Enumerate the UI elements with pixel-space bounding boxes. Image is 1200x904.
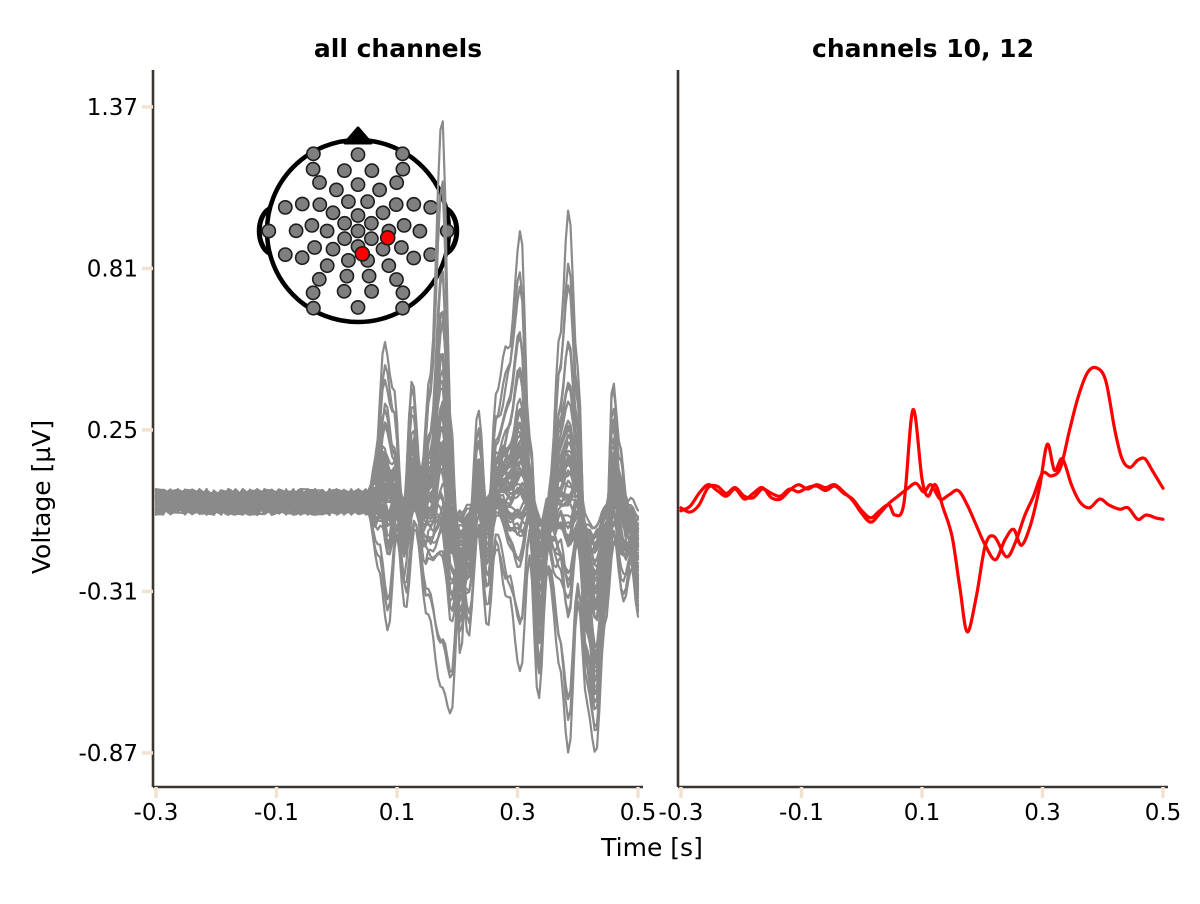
sensor-dot [412,223,428,239]
sensor-dot [311,271,327,287]
left-axes: -0.3 -0.1 0.1 0.3 0.5 1.37 0.81 0.25 -0.31 -0.87 [78,70,656,826]
y-tick-label: 0.81 [87,256,138,282]
sensor-dot [339,268,355,284]
sensor-dot [294,196,310,212]
sensor-dot [395,300,410,316]
sensor-dot [312,197,328,212]
left-panel-title: all channels [314,34,482,63]
x-tick-label: 0.5 [620,800,657,826]
sensor-dot [364,163,380,179]
sensor-dot [337,231,352,247]
sensor-dot [423,199,439,215]
sensor-dot [340,194,356,209]
sensor-dot [363,231,379,247]
sensor-dot [364,283,379,299]
y-tick-label: 1.37 [87,95,138,121]
gray-channel-trace [154,368,640,583]
sensor-dot [336,283,352,299]
sensor-dot [325,205,341,221]
sensor-dot [388,197,404,212]
sensor-dot [375,205,391,221]
sensor-dot [336,163,352,178]
sensor-dot [363,215,379,231]
right-panel-title: channels 10, 12 [812,34,1034,63]
sensor-dot [277,199,293,215]
sensor-dot [350,177,366,192]
sensor-dot [277,247,293,262]
sensor-dot [360,194,375,209]
sensor-dot [294,250,310,266]
x-tick-label: 0.1 [904,800,941,826]
sensor-dot [305,285,321,301]
right-axes: -0.3 -0.1 0.1 0.3 0.5 [659,70,1182,826]
sensor-dot [307,240,322,255]
all-channel-traces [154,120,640,754]
sensor-dot [340,252,356,268]
panel-channels-10-12: -0.3 -0.1 0.1 0.3 0.5 channels 10, 12 [659,34,1182,826]
sensor-dot [395,161,411,177]
sensor-dot [325,241,341,257]
sensor-dot [393,240,409,255]
highlighted-sensor-dot [379,230,396,246]
right-ear-icon [444,206,460,256]
highlighted-channel-traces [679,365,1165,634]
red-channel-trace [679,365,1165,634]
x-tick-label: -0.3 [134,800,179,826]
x-axis-label: Time [s] [600,833,703,862]
x-tick-label: 0.3 [1024,800,1061,826]
sensor-dot [312,175,327,190]
y-tick-label: -0.31 [78,579,138,605]
x-tick-label: 0.3 [499,800,536,826]
gray-channel-trace [154,489,640,722]
sensor-dot [395,146,410,162]
sensor-dot [319,258,335,274]
y-tick-label: 0.25 [87,418,138,444]
sensor-dot [395,285,411,301]
sensor-dot [406,196,422,212]
sensor-dot [350,147,366,162]
sensor-dot [389,272,404,287]
sensor-dot [305,146,321,162]
sensor-dot [350,299,366,315]
sensor-dot [396,217,412,233]
sensor-dot [350,223,366,239]
sensor-dot [361,268,377,284]
sensor-dot [304,217,320,233]
x-tick-label: -0.1 [779,800,824,826]
sensor-dot [319,223,335,239]
y-axis-label: Voltage [µV] [27,420,56,574]
sensor-dot [328,182,344,198]
sensor-dot [305,161,321,177]
nose-icon [343,126,373,145]
sensor-dot [389,175,405,191]
sensor-dot [288,223,304,239]
sensor-topomap-inset [256,126,460,325]
red-channel-trace [679,442,1165,562]
sensor-dot [350,208,366,223]
sensor-dot [337,215,352,231]
y-tick-label: -0.87 [78,741,138,767]
x-tick-label: 0.1 [379,800,416,826]
sensor-dot [372,182,387,198]
sensor-dot [406,250,422,266]
sensor-dot [305,300,321,316]
x-tick-label: -0.1 [254,800,299,826]
sensor-dot [381,258,397,274]
sensor-dot [439,223,455,239]
panel-all-channels: -0.3 -0.1 0.1 0.3 0.51.370.810.25-0.31-0.87 … [78,34,656,826]
x-tick-label: 0.5 [1145,800,1182,826]
x-tick-label: -0.3 [659,800,704,826]
left-ear-icon [256,206,272,256]
sensor-dot [261,223,277,239]
highlighted-sensor-dot [354,246,371,262]
